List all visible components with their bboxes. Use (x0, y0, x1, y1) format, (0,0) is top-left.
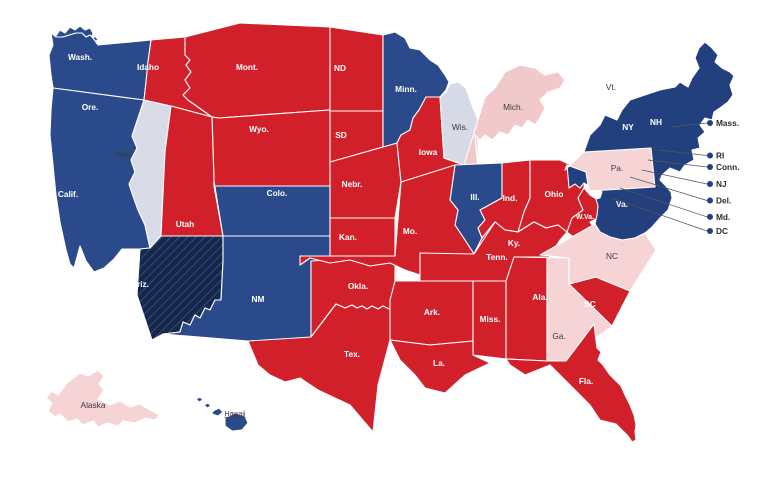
svg-text:Tenn.: Tenn. (486, 252, 508, 262)
svg-text:Pa.: Pa. (611, 163, 623, 173)
svg-text:Miss.: Miss. (480, 314, 501, 324)
svg-text:Vt.: Vt. (606, 82, 616, 92)
svg-text:Hawaii: Hawaii (224, 411, 245, 418)
svg-text:NM: NM (252, 294, 265, 304)
svg-text:Ohio: Ohio (545, 189, 564, 199)
svg-text:Colo.: Colo. (267, 188, 288, 198)
svg-text:Ga.: Ga. (552, 331, 565, 341)
svg-text:NC: NC (606, 251, 618, 261)
svg-text:Alaska: Alaska (81, 400, 106, 410)
svg-text:Va.: Va. (616, 199, 628, 209)
svg-text:Tex.: Tex. (344, 349, 360, 359)
svg-text:RI: RI (716, 151, 724, 161)
svg-text:Nebr.: Nebr. (342, 179, 363, 189)
svg-text:NY: NY (622, 122, 634, 132)
svg-text:Del.: Del. (716, 196, 731, 206)
svg-text:NH: NH (650, 117, 662, 127)
svg-text:Wis.: Wis. (452, 122, 468, 132)
svg-text:Ala.: Ala. (532, 292, 547, 302)
svg-text:Wash.: Wash. (68, 52, 92, 62)
svg-text:Maine: Maine (660, 60, 684, 70)
svg-text:Ind.: Ind. (503, 193, 518, 203)
svg-text:NJ: NJ (716, 179, 727, 189)
svg-text:Iowa: Iowa (419, 147, 438, 157)
svg-text:Fla.: Fla. (579, 376, 593, 386)
svg-text:SC: SC (584, 299, 596, 309)
svg-text:Ariz.: Ariz. (131, 279, 149, 289)
svg-text:Md.: Md. (716, 212, 730, 222)
svg-text:Nev.: Nev. (116, 149, 132, 159)
svg-text:Mass.: Mass. (716, 118, 739, 128)
svg-text:DC: DC (716, 226, 728, 236)
svg-text:Idaho: Idaho (137, 62, 159, 72)
svg-text:Mont.: Mont. (236, 62, 258, 72)
svg-text:Calif.: Calif. (58, 189, 78, 199)
svg-text:Okla.: Okla. (348, 281, 368, 291)
svg-text:Minn.: Minn. (395, 84, 417, 94)
svg-text:W.Va.: W.Va. (576, 214, 594, 221)
svg-text:Ore.: Ore. (82, 102, 99, 112)
svg-text:Mich.: Mich. (503, 102, 523, 112)
svg-text:ND: ND (334, 63, 346, 73)
svg-text:Ill.: Ill. (470, 192, 479, 202)
svg-text:Mo.: Mo. (403, 226, 417, 236)
svg-text:Utah: Utah (176, 219, 194, 229)
svg-text:Conn.: Conn. (716, 162, 740, 172)
svg-text:Ark.: Ark. (424, 307, 440, 317)
svg-text:Ky.: Ky. (508, 238, 520, 248)
svg-text:Kan.: Kan. (339, 232, 357, 242)
svg-text:La.: La. (433, 358, 445, 368)
svg-text:SD: SD (335, 130, 347, 140)
svg-text:Wyo.: Wyo. (249, 124, 269, 134)
